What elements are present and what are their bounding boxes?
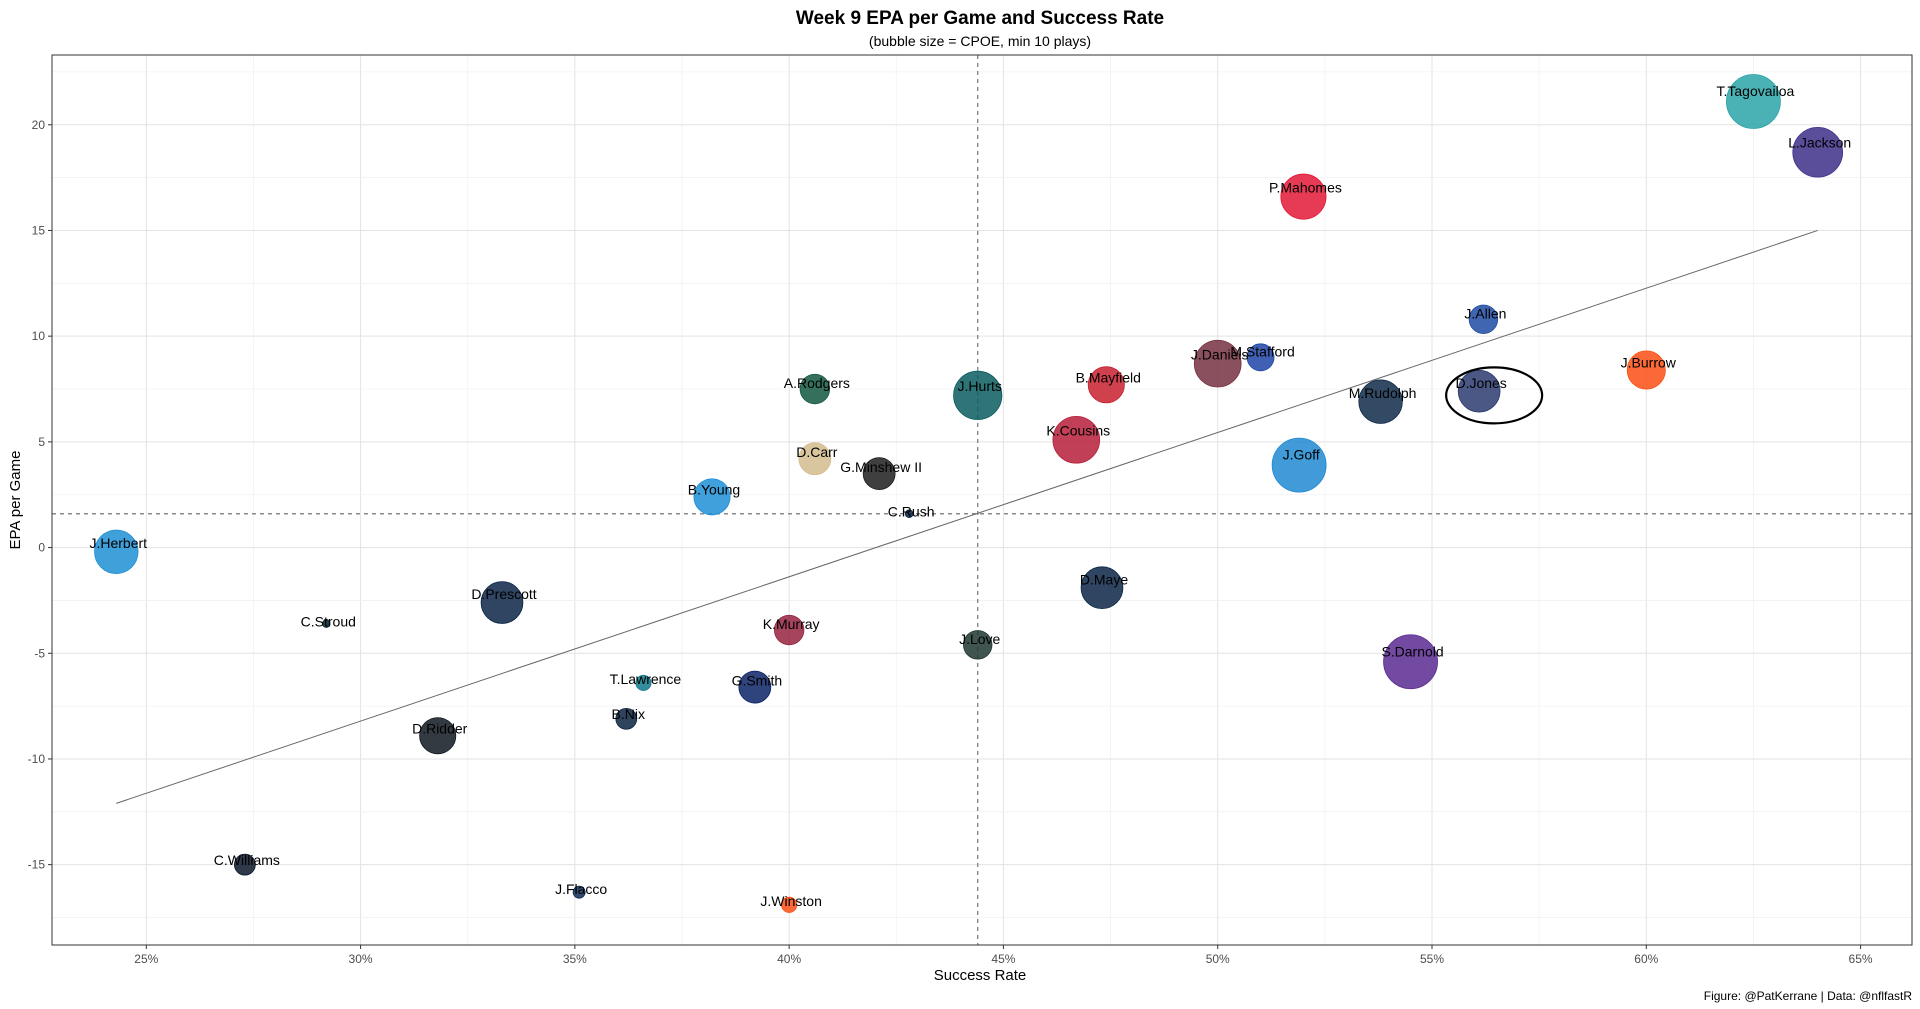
point-label: J.Burrow [1621,354,1677,370]
plot-border [51,54,1913,946]
data-point [1193,339,1242,388]
point-labels: T.Tagovailoa L.Jackson P.Mahomes J.Allen M.S… [89,83,1851,909]
highlight-group [1445,366,1544,425]
data-point [1280,173,1327,220]
point-label: M.Rudolph [1349,385,1417,401]
data-point [572,885,586,899]
point-label: S.Darnold [1381,643,1443,659]
y-tick-label: -5 [34,646,45,660]
x-tick-label: 25% [134,952,158,966]
x-tick-label: 35% [563,952,587,966]
data-point [94,529,139,574]
data-point [615,707,638,730]
x-tick-label: 45% [991,952,1015,966]
x-tick-label: 55% [1420,952,1444,966]
point-label: J.Love [959,631,1000,647]
chart-title: Week 9 EPA per Game and Success Rate [796,8,1164,29]
y-tick-label: -15 [28,858,46,872]
trend-line-group [116,229,1818,804]
point-label: K.Murray [763,616,820,632]
y-axis-title: EPA per Game [7,451,24,550]
chart-subtitle: (bubble size = CPOE, min 10 plays) [869,33,1091,49]
point-label: J.Winston [760,893,821,909]
y-tick-label: 5 [38,435,45,449]
reference-lines [52,55,1912,945]
data-point [635,674,652,691]
data-point [322,619,331,628]
data-point [693,478,731,516]
data-point [799,373,831,405]
trend-line [116,229,1818,804]
point-label: C.Rush [888,503,935,519]
point-label: G.Smith [732,672,783,688]
x-tick-label: 65% [1849,952,1873,966]
data-point [480,581,524,624]
data-point [773,614,805,646]
point-label: J.Hurts [958,378,1002,394]
data-point [798,442,832,476]
data-point [1726,74,1781,129]
point-label: A.Rodgers [784,375,850,391]
x-tick-label: 30% [349,952,373,966]
data-points [94,74,1844,913]
point-label: T.Lawrence [610,671,682,687]
point-label: G.Minshew II [840,459,922,475]
y-tick-label: 20 [32,118,46,132]
data-point [1626,350,1666,390]
data-point [1052,415,1101,464]
point-label: D.Prescott [471,586,536,602]
data-point [1383,634,1438,690]
x-axis-ticks: 25% 30% 35% 40% 45% 50% 55% 60% 65% [134,945,1873,966]
point-label: D.Jones [1455,375,1506,391]
data-point [1087,366,1125,404]
point-label: J.Herbert [89,535,147,551]
point-label: B.Nix [612,706,645,722]
point-label: L.Jackson [1788,135,1851,151]
data-point [738,670,772,704]
data-point [963,630,993,660]
point-label: D.Carr [796,444,838,460]
point-label: D.Ridder [412,720,468,736]
point-label: D.Maye [1080,571,1128,587]
x-tick-label: 50% [1206,952,1230,966]
x-tick-label: 40% [777,952,801,966]
point-label: J.Daniels [1191,346,1249,362]
data-point [1080,566,1124,610]
point-label: T.Tagovailoa [1717,83,1795,99]
data-point [1468,304,1499,334]
point-label: M.Stafford [1230,344,1294,360]
data-point [1457,369,1501,413]
data-point [1271,437,1327,493]
y-tick-label: 15 [32,223,46,237]
data-point [781,896,798,913]
y-tick-label: 10 [32,329,46,343]
point-label: B.Mayfield [1076,369,1141,385]
data-point [1246,343,1275,372]
data-point [904,509,914,518]
point-label: K.Cousins [1046,423,1110,439]
data-point [419,717,457,755]
point-label: C.Stroud [301,613,356,629]
x-axis-title: Success Rate [934,967,1027,984]
data-point [1358,379,1403,424]
highlight-ellipse [1445,366,1544,425]
data-point [234,853,256,876]
grid [52,55,1912,945]
point-label: J.Flacco [555,881,607,897]
point-label: C.Williams [214,852,280,868]
y-axis-ticks: -15 -10 -5 0 5 10 15 20 [28,118,52,872]
data-point [1792,126,1844,178]
point-label: B.Young [688,481,740,497]
data-point [953,370,1003,420]
y-tick-label: 0 [38,541,45,555]
point-label: J.Goff [1283,447,1320,463]
data-point [862,457,896,490]
point-label: J.Allen [1464,305,1506,321]
chart-caption: Figure: @PatKerrane | Data: @nflfastR [1704,989,1913,1003]
point-label: P.Mahomes [1269,180,1342,196]
x-tick-label: 60% [1634,952,1658,966]
y-tick-label: -10 [28,752,46,766]
